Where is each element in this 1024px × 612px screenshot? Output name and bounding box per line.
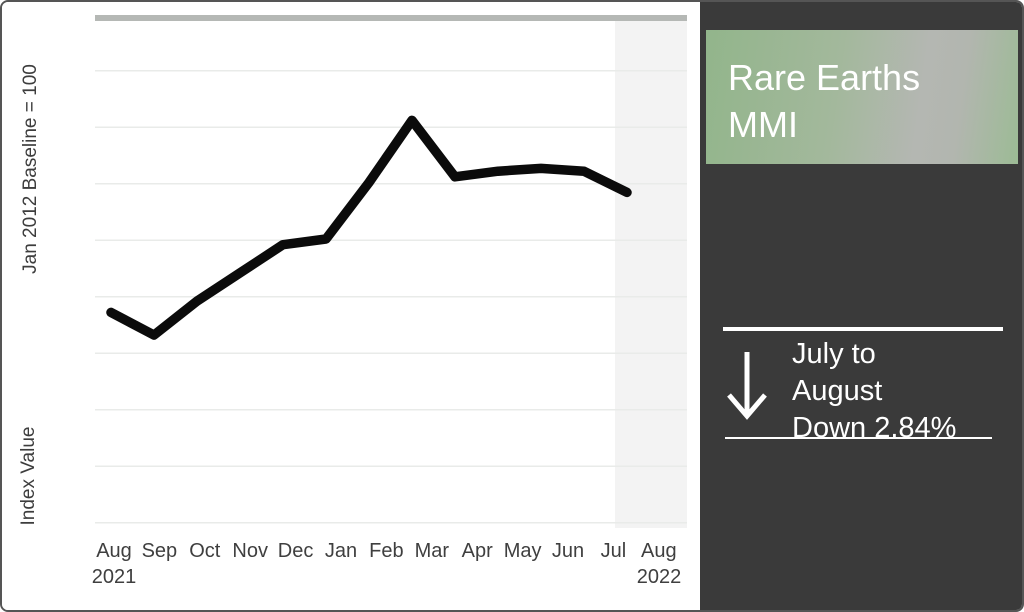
x-tick-label: Jul <box>600 540 627 562</box>
side-panel: Rare Earths MMI July to August Down 2.84… <box>700 2 1022 610</box>
down-arrow-icon <box>727 352 767 420</box>
x-axis-year-end: 2022 <box>636 566 682 588</box>
x-tick-label: Jan <box>324 540 358 562</box>
stat-line-2: August <box>792 375 883 407</box>
y-axis-label-index-value: Index Value <box>18 426 39 526</box>
gridlines <box>95 15 687 528</box>
panel-title: Rare Earths MMI <box>728 57 921 145</box>
plot-area <box>95 15 687 528</box>
x-axis-labels: Aug Sep Oct Nov Dec Jan Feb Mar Apr May Jun Jul Aug <box>2 540 700 566</box>
divider-top <box>723 327 1003 331</box>
x-tick-label: Nov <box>232 540 268 562</box>
x-tick-label: Aug <box>96 540 132 562</box>
x-tick-label: Apr <box>461 540 493 562</box>
plot-top-bar <box>95 15 687 21</box>
divider-bottom <box>725 437 992 439</box>
chart-area: Jan 2012 Baseline = 100 Index Value Aug S… <box>2 2 700 610</box>
x-tick-label: Mar <box>414 540 450 562</box>
mmi-line <box>106 115 632 340</box>
stat-line-3: Down 2.84% <box>792 412 957 444</box>
x-tick-label: Sep <box>141 540 178 562</box>
stat-text: July to August Down 2.84% <box>792 336 956 447</box>
x-axis-year-start: 2021 <box>91 566 137 588</box>
x-tick-label: Dec <box>277 540 314 562</box>
line-chart-svg <box>106 115 632 340</box>
x-tick-label: Aug <box>641 540 677 562</box>
x-tick-label: Jun <box>551 540 585 562</box>
x-tick-label: Feb <box>369 540 404 562</box>
title-box: Rare Earths MMI <box>706 30 1018 164</box>
x-tick-label: May <box>503 540 542 562</box>
stat-line-1: July to <box>792 338 876 370</box>
x-tick-label: Oct <box>189 540 221 562</box>
y-axis-label-baseline: Jan 2012 Baseline = 100 <box>20 64 41 274</box>
